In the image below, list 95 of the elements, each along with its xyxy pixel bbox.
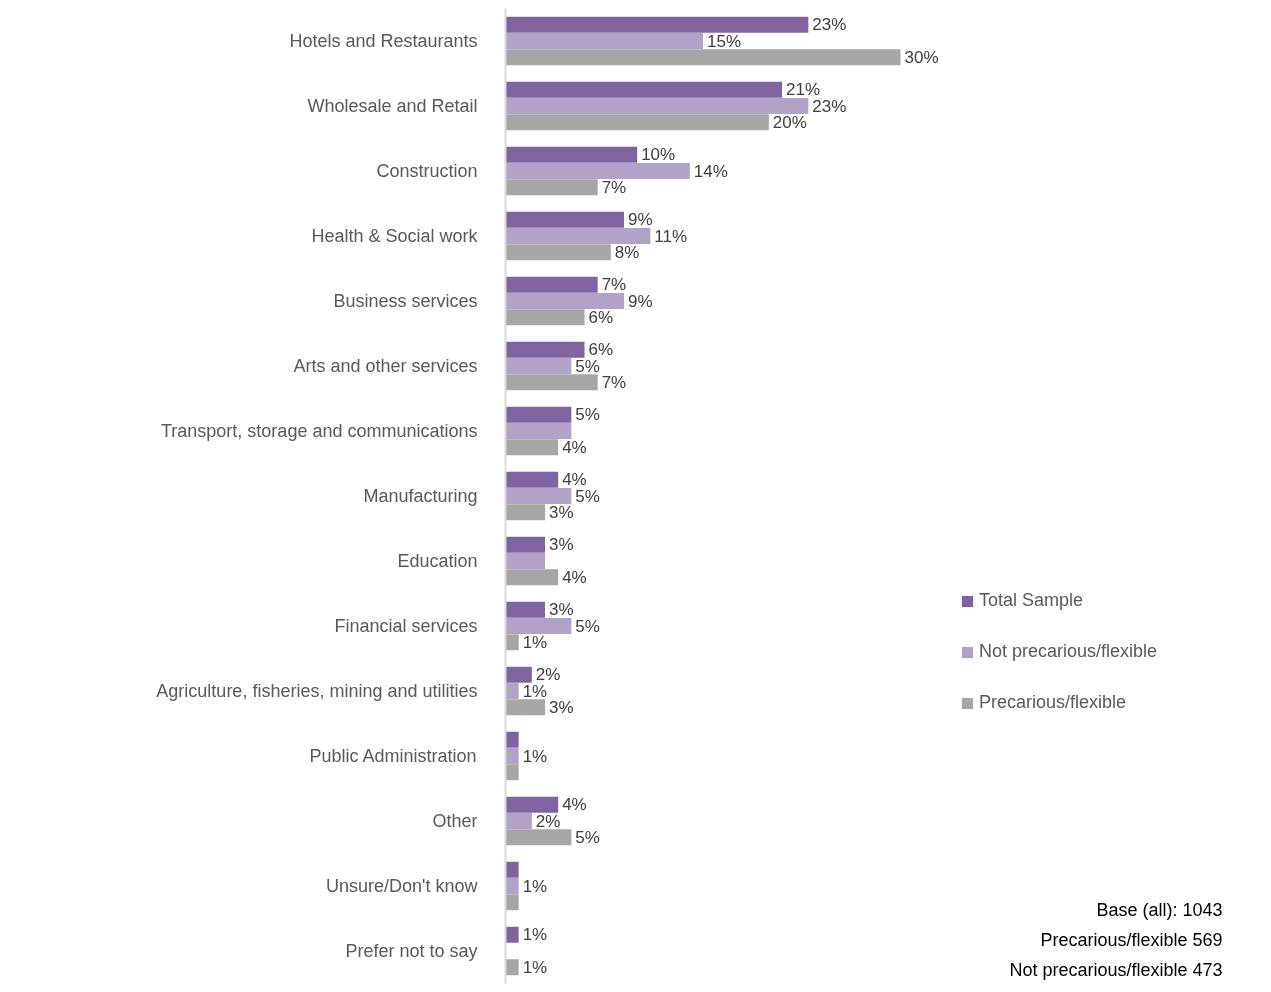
bar <box>505 49 901 66</box>
bar <box>505 81 782 98</box>
bar <box>505 796 559 813</box>
data-label: 3% <box>549 502 574 522</box>
bar <box>505 439 559 456</box>
bar <box>505 179 598 196</box>
data-label: 3% <box>549 535 574 555</box>
bar <box>505 634 519 651</box>
data-label: 4% <box>562 437 587 457</box>
y-tick-label: Wholesale and Retail <box>307 96 478 116</box>
text: Base (all): 1043 <box>1096 899 1223 920</box>
bar <box>505 536 545 553</box>
data-label: 5% <box>575 616 600 636</box>
bar <box>505 926 519 943</box>
legend-label: Not precarious/flexible <box>979 641 1158 662</box>
bar <box>505 406 572 423</box>
bar <box>505 309 585 326</box>
bar <box>505 33 703 49</box>
bar <box>505 293 624 309</box>
bar <box>505 488 572 504</box>
bar <box>505 374 598 391</box>
bar <box>505 358 572 374</box>
data-label: 7% <box>601 275 627 295</box>
data-label: 2% <box>535 811 561 831</box>
data-label: 10% <box>641 145 676 165</box>
data-label: 20% <box>772 112 807 132</box>
data-label: 9% <box>628 210 653 230</box>
bar <box>505 618 572 634</box>
data-label: 30% <box>904 47 939 67</box>
y-tick-label: Arts and other services <box>293 356 478 376</box>
data-label: 7% <box>601 372 627 392</box>
y-tick-label: Manufacturing <box>363 486 478 506</box>
bar <box>505 878 519 894</box>
bar <box>505 211 624 228</box>
bar <box>505 228 651 244</box>
bar <box>505 569 559 586</box>
bar <box>505 731 519 748</box>
y-tick-label: Education <box>397 551 478 571</box>
data-label: 6% <box>588 307 614 327</box>
legend-label: Total Sample <box>979 590 1084 611</box>
text: Precarious/flexible 569 <box>1040 929 1223 950</box>
y-tick-label: Financial services <box>334 616 478 636</box>
legend-label: Precarious/flexible <box>979 692 1127 713</box>
data-label: 11% <box>654 226 688 246</box>
y-tick-label: Prefer not to say <box>345 941 478 961</box>
bar <box>505 601 545 618</box>
bar <box>505 894 519 911</box>
bar <box>505 471 559 488</box>
data-label: 23% <box>812 15 847 35</box>
bar <box>505 163 690 179</box>
y-tick-label: Agriculture, fisheries, mining and utilities <box>156 681 478 701</box>
y-tick-label: Business services <box>333 291 478 311</box>
data-label: 5% <box>575 405 600 425</box>
y-tick-label: Health & Social work <box>311 226 479 246</box>
bar <box>505 959 519 976</box>
data-label: 1% <box>522 746 548 766</box>
bar <box>505 504 545 521</box>
bar <box>505 16 809 33</box>
data-label: 1% <box>522 632 548 652</box>
bar <box>505 244 611 261</box>
data-label: 7% <box>601 177 627 197</box>
bar <box>505 423 572 439</box>
data-label: 14% <box>693 161 728 181</box>
bar <box>505 861 519 878</box>
data-label: 9% <box>628 291 653 311</box>
data-label: 1% <box>522 957 548 977</box>
bar <box>505 666 532 683</box>
y-tick-label: Unsure/Don't know <box>325 876 479 896</box>
text: Not precarious/flexible 473 <box>1009 959 1223 980</box>
bar <box>505 146 638 163</box>
bar <box>505 341 585 358</box>
data-label: 4% <box>562 567 587 587</box>
bar <box>505 276 598 293</box>
y-tick-label: Public Administration <box>309 746 477 766</box>
y-tick-label: Other <box>432 811 478 831</box>
bar <box>505 699 545 716</box>
data-label: 4% <box>562 795 587 815</box>
bar <box>505 748 519 764</box>
y-tick-label: Construction <box>376 161 478 181</box>
bar <box>505 829 572 846</box>
bar <box>505 683 519 699</box>
bar <box>505 764 519 781</box>
data-label: 8% <box>614 242 640 262</box>
data-label: 3% <box>549 697 574 717</box>
y-tick-label: Hotels and Restaurants <box>289 31 478 51</box>
y-tick-label: Transport, storage and communications <box>161 421 478 441</box>
data-label: 5% <box>575 827 600 847</box>
bar <box>505 553 545 569</box>
bar <box>505 114 769 131</box>
bar <box>505 98 809 114</box>
data-label: 1% <box>522 925 548 945</box>
data-label: 1% <box>522 876 548 896</box>
bar <box>505 813 532 829</box>
data-label: 3% <box>549 600 574 620</box>
data-label: 15% <box>707 31 742 51</box>
